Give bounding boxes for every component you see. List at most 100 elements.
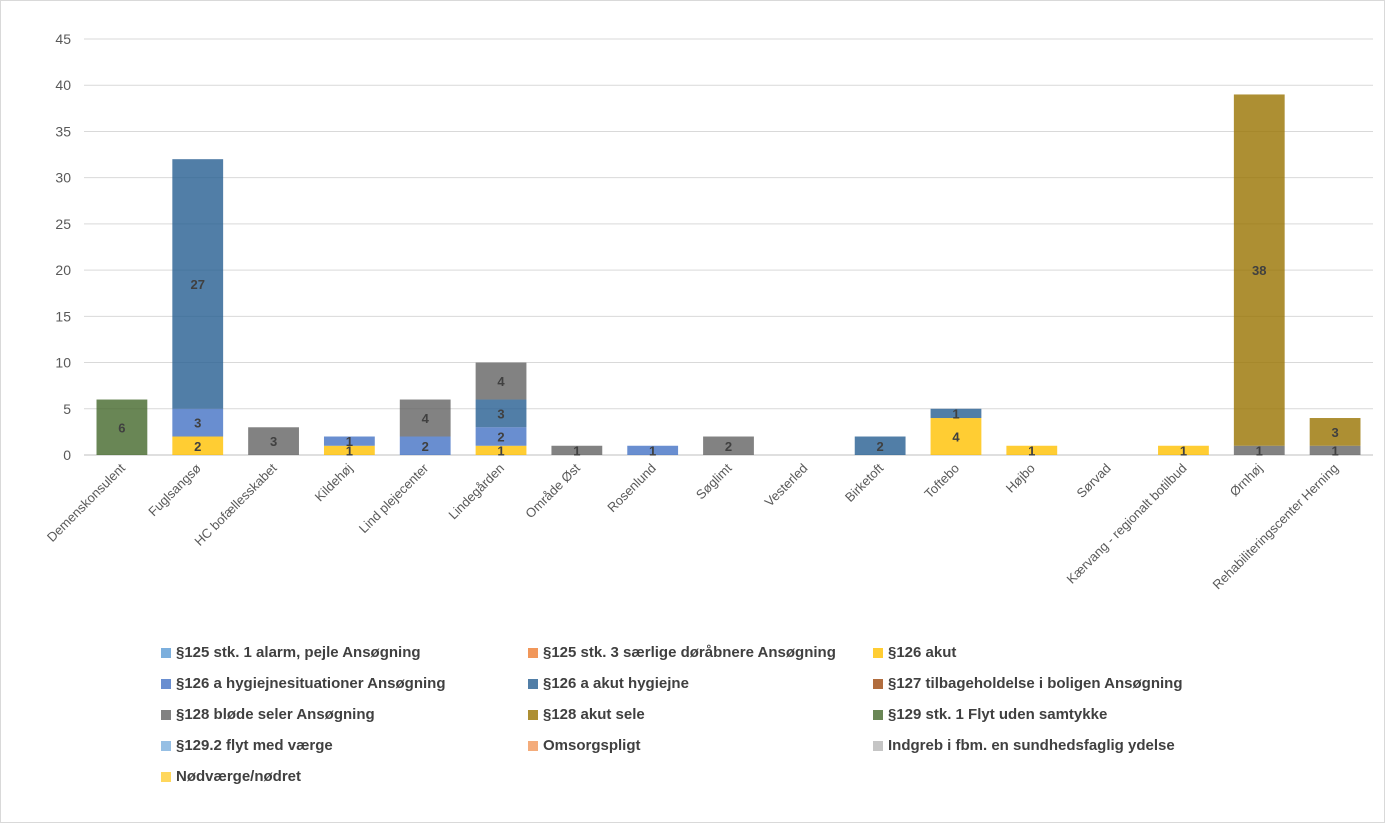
legend-label: §129.2 flyt med værge [176, 737, 333, 754]
legend-swatch [528, 678, 538, 689]
data-label: 1 [1180, 443, 1187, 458]
data-label: 1 [1331, 443, 1338, 458]
legend-swatch [161, 709, 171, 720]
data-label: 1 [952, 406, 959, 421]
data-label: 1 [1256, 443, 1263, 458]
data-label: 2 [725, 439, 732, 454]
legend-item: §129 stk. 1 Flyt uden samtykke [873, 703, 1281, 726]
bar-segment [323, 436, 375, 446]
bar-segment [248, 427, 299, 455]
x-tick-label: Toftebo [921, 461, 962, 502]
legend-item: Indgreb i fbm. en sundhedsfaglig ydelse [873, 734, 1281, 757]
x-tick-label: Sørvad [1074, 461, 1114, 501]
data-label: 1 [1028, 443, 1035, 458]
bar-segment [1233, 94, 1285, 446]
y-tick-label: 15 [55, 308, 71, 324]
y-tick-label: 10 [55, 355, 71, 371]
bar-segment [399, 399, 451, 437]
legend-label: §126 a akut hygiejne [543, 675, 689, 692]
legend-item: §128 bløde seler Ansøgning [161, 703, 528, 726]
bar-segment [551, 445, 603, 455]
x-tick-label: HC bofællesskabet [191, 460, 280, 549]
bar-segment [930, 408, 982, 419]
bar-segment [96, 399, 148, 455]
legend-swatch [161, 678, 171, 689]
data-label: 2 [422, 439, 429, 454]
bar-segment [1309, 445, 1361, 455]
y-axis: 0 5 10 15 20 25 30 35 40 45 [55, 31, 71, 463]
y-tick-label: 35 [55, 123, 71, 139]
legend-label: §126 akut [888, 644, 957, 661]
bar-segment [854, 436, 906, 455]
data-label: 27 [191, 277, 205, 292]
x-tick-label: Rosenlund [604, 461, 659, 516]
legend: §125 stk. 1 alarm, pejle Ansøgning §125 s… [161, 641, 1281, 788]
x-tick-label: Lindegården [445, 461, 507, 523]
legend-label: §127 tilbageholdelse i boligen Ansøgning [888, 675, 1183, 692]
bar-segment [172, 159, 224, 409]
x-tick-label: Vesterled [762, 461, 811, 510]
legend-item: §125 stk. 1 alarm, pejle Ansøgning [161, 641, 528, 664]
bar-segment [1158, 445, 1209, 455]
bar-segment [475, 445, 527, 455]
data-label: 1 [497, 443, 504, 458]
bar-segment [172, 408, 224, 437]
x-tick-label: Højbo [1003, 461, 1038, 496]
bar-segment [1309, 418, 1361, 446]
legend-label: §128 akut sele [543, 706, 645, 723]
legend-swatch [528, 740, 538, 751]
x-tick-label: Lind plejecenter [356, 460, 432, 536]
legend-label: §126 a hygiejnesituationer Ansøgning [176, 675, 446, 692]
bar-segment [930, 418, 982, 455]
legend-item: §126 a hygiejnesituationer Ansøgning [161, 672, 528, 695]
legend-label: Nødværge/nødret [176, 768, 302, 785]
bar-segment [475, 399, 527, 428]
legend-label: §128 bløde seler Ansøgning [176, 706, 375, 723]
data-label: 3 [1331, 425, 1338, 440]
data-label: 1 [346, 434, 353, 449]
legend-label: Indgreb i fbm. en sundhedsfaglig ydelse [888, 737, 1175, 754]
legend-item: Omsorgspligt [528, 734, 873, 757]
x-tick-label: Birketoft [842, 460, 887, 505]
legend-item: §129.2 flyt med værge [161, 734, 528, 757]
y-tick-label: 20 [55, 262, 71, 278]
legend-label: §125 stk. 3 særlige døråbnere Ansøgning [543, 644, 836, 661]
legend-swatch [873, 709, 883, 720]
data-label: 1 [573, 443, 580, 458]
legend-swatch [873, 740, 883, 751]
x-tick-label: Kærvang - regionalt botilbud [1063, 461, 1189, 587]
data-label: 4 [497, 374, 505, 389]
data-label: 4 [952, 430, 960, 445]
x-tick-label: Søglimt [693, 460, 735, 502]
y-tick-label: 0 [63, 447, 71, 463]
data-label: 3 [497, 406, 504, 421]
data-label: 38 [1252, 263, 1266, 278]
legend-item: Nødværge/nødret [161, 765, 528, 788]
x-tick-label: Ørnhøj [1227, 460, 1266, 499]
bar-segment [475, 427, 527, 446]
bar-segment [703, 436, 754, 455]
y-tick-label: 30 [55, 170, 71, 186]
data-label: 1 [649, 443, 656, 458]
legend-item: §125 stk. 3 særlige døråbnere Ansøgning [528, 641, 873, 664]
bar-segment [399, 436, 451, 455]
y-tick-label: 5 [63, 401, 71, 417]
bar-segment [475, 362, 527, 400]
legend-swatch [161, 771, 171, 782]
bar-segment [172, 436, 224, 455]
legend-label: §125 stk. 1 alarm, pejle Ansøgning [176, 644, 421, 661]
data-label: 3 [270, 434, 277, 449]
legend-swatch [873, 647, 883, 658]
legend-swatch [528, 709, 538, 720]
bar-segment [323, 445, 375, 455]
legend-item: §126 akut [873, 641, 1281, 664]
bar-segment [627, 445, 679, 455]
data-label: 4 [422, 411, 430, 426]
bar-segment [1006, 445, 1058, 455]
gridlines [84, 38, 1373, 456]
legend-swatch [161, 647, 171, 658]
